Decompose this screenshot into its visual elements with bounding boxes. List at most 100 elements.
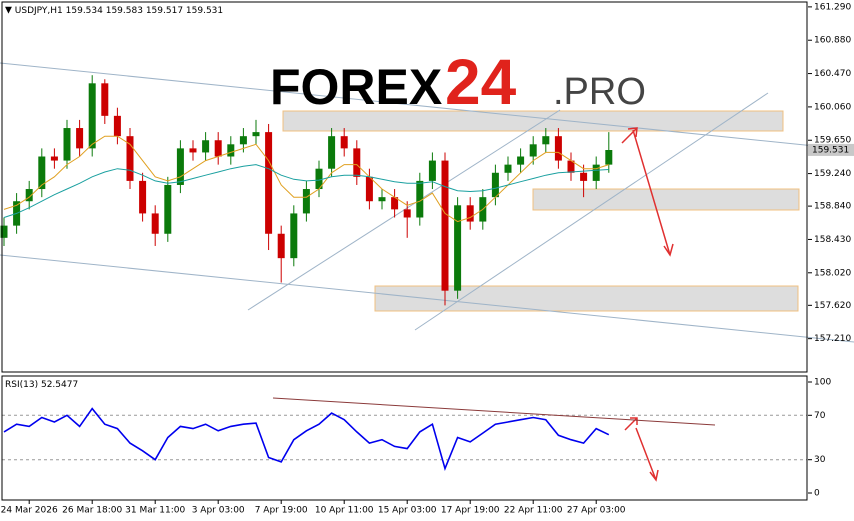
candle-body (63, 128, 71, 161)
x-tick-label: 15 Apr 03:00 (378, 506, 437, 516)
x-tick-label: 31 Mar 11:00 (125, 506, 185, 516)
candle-body (605, 150, 613, 165)
plot (0, 75, 807, 472)
candle-body (315, 168, 323, 190)
y-tick-label: 70 (814, 411, 826, 421)
rsi-value: 52.5477 (41, 380, 78, 390)
candle-body (227, 144, 235, 157)
candle-body (302, 189, 310, 214)
y-tick-label: 30 (814, 455, 826, 465)
support-zone (374, 285, 799, 312)
y-tick-label: 0 (814, 489, 820, 499)
y-tick-label: 160.470 (814, 69, 851, 79)
y-tick-label: 160.060 (814, 102, 851, 112)
y-tick-label: 158.020 (814, 268, 851, 278)
support-zone (532, 188, 800, 211)
candle-body (592, 164, 600, 181)
x-tick-label: 10 Apr 11:00 (315, 506, 374, 516)
logo-suffix: .PRO (553, 71, 646, 113)
candle-body (113, 115, 121, 137)
candle-body (214, 140, 222, 157)
arrow-down (635, 427, 659, 482)
candle-body (567, 160, 575, 173)
x-tick-label: 7 Apr 19:00 (255, 506, 308, 516)
y-tick-label: 100 (814, 377, 831, 387)
channel-line (414, 92, 769, 331)
candle-body (454, 205, 462, 291)
close-value: 159.531 (186, 6, 223, 16)
x-tick-label: 26 Mar 18:00 (62, 506, 122, 516)
rsi-trendline (272, 397, 716, 426)
low-value: 159.517 (146, 6, 183, 16)
series-line (3, 407, 610, 472)
arrows (621, 127, 674, 482)
rsi-frame (1, 375, 808, 501)
channel-line (0, 254, 854, 343)
rsi-title: RSI(13) 52.5477 (5, 380, 78, 390)
candle-body (88, 83, 96, 149)
candle-body (504, 164, 512, 173)
candle-body (466, 205, 474, 222)
candle-body (252, 132, 260, 137)
candle-body (529, 144, 537, 157)
candle-body (164, 184, 172, 234)
x-tick-label: 17 Apr 19:00 (441, 506, 500, 516)
logo-main: FOREX (270, 59, 442, 115)
candle-body (580, 172, 588, 181)
candle-body (365, 176, 373, 202)
candle-body (416, 180, 424, 218)
candle-body (139, 180, 147, 214)
candle-body (126, 136, 134, 181)
x-tick-label: 3 Apr 03:00 (192, 506, 245, 516)
candle-body (277, 233, 285, 259)
arrow-down (632, 129, 674, 257)
y-tick-label: 157.210 (814, 334, 851, 344)
arrow-up (621, 127, 638, 144)
candle-body (50, 156, 58, 161)
channel-line (0, 62, 854, 151)
y-tick-label: 159.240 (814, 169, 851, 179)
logo-number: 24 (445, 46, 517, 118)
candle-body (428, 160, 436, 181)
y-tick-label: 157.620 (814, 301, 851, 311)
x-tick-label: 22 Apr 11:00 (504, 506, 563, 516)
candle-body (101, 83, 109, 116)
symbol-title: ▼ USDJPY,H1 159.534 159.583 159.517 159.… (5, 6, 223, 16)
candle-body (378, 197, 386, 202)
candle-body (0, 225, 8, 238)
candle-body (328, 136, 336, 169)
y-tick-label: 161.290 (814, 2, 851, 12)
rsi-name: RSI(13) (5, 380, 38, 390)
candle-body (202, 140, 210, 153)
candle-body (38, 156, 46, 190)
price-tag-box (808, 143, 854, 156)
symbol: USDJPY,H1 (15, 6, 63, 16)
candle-body (340, 136, 348, 149)
candle-body (239, 136, 247, 145)
candle-body (25, 189, 33, 202)
candle-body (353, 148, 361, 177)
candle-body (491, 172, 499, 198)
resistance-zone (282, 110, 784, 132)
high-value: 159.583 (106, 6, 143, 16)
price-tag: 159.531 (812, 145, 849, 155)
candle-body (403, 209, 411, 218)
candle-body (176, 148, 184, 185)
candle-body (189, 148, 197, 153)
candle-body (517, 156, 525, 165)
candle-body (441, 160, 449, 291)
y-tick-label: 158.840 (814, 202, 851, 212)
y-tick-label: 159.650 (814, 136, 851, 146)
series-line (3, 164, 609, 218)
candle-body (554, 136, 562, 161)
logo: FOREX 24 .PRO (270, 46, 646, 118)
x-tick-label: 27 Apr 03:00 (567, 506, 626, 516)
candle-body (391, 197, 399, 210)
candle-body (542, 136, 550, 145)
y-tick-label: 158.430 (814, 235, 851, 245)
candle-body (151, 213, 159, 234)
candle-body (265, 132, 273, 234)
price-frame (1, 1, 808, 373)
